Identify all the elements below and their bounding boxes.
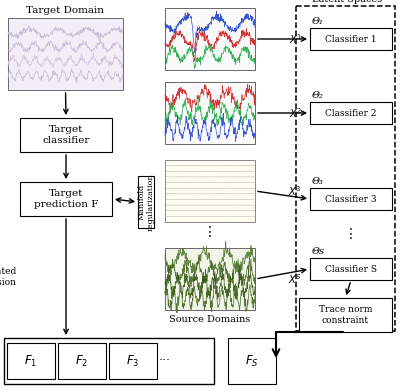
Text: Target
classifier: Target classifier <box>42 125 90 145</box>
Bar <box>165 8 255 70</box>
Text: Θs: Θs <box>312 247 325 256</box>
Bar <box>310 102 392 124</box>
Text: Θ₂: Θ₂ <box>312 91 324 100</box>
Text: Classifier 3: Classifier 3 <box>325 194 377 203</box>
Bar <box>4 338 214 384</box>
Text: Classifier 1: Classifier 1 <box>325 34 377 43</box>
Text: Classifier S: Classifier S <box>325 264 377 273</box>
Bar <box>20 182 112 216</box>
Bar <box>138 176 154 228</box>
Bar <box>109 343 157 379</box>
Text: ⋮: ⋮ <box>203 225 217 239</box>
Bar <box>7 343 55 379</box>
Text: Target Domain: Target Domain <box>26 6 104 15</box>
Text: $X^{S}$: $X^{S}$ <box>288 272 302 286</box>
Bar <box>310 28 392 50</box>
Bar <box>165 248 255 310</box>
Bar <box>165 160 255 222</box>
Text: $X^2$: $X^2$ <box>288 106 302 120</box>
Text: Manifold
regularization: Manifold regularization <box>138 173 154 231</box>
Bar <box>228 338 276 384</box>
Text: $F_3$: $F_3$ <box>126 353 140 369</box>
Text: Trace norm
constraint: Trace norm constraint <box>319 305 372 325</box>
Text: Latent Spaces: Latent Spaces <box>312 0 383 4</box>
Bar <box>58 343 106 379</box>
Text: ···: ··· <box>159 355 171 368</box>
Text: $F_1$: $F_1$ <box>24 353 38 369</box>
Text: Target
prediction F: Target prediction F <box>34 189 98 209</box>
Bar <box>165 82 255 144</box>
Text: $F_S$: $F_S$ <box>245 353 259 369</box>
Text: Θ₃: Θ₃ <box>312 177 324 186</box>
Text: ⋮: ⋮ <box>344 227 358 241</box>
Text: $X^1$: $X^1$ <box>288 32 302 46</box>
Text: Θ₁: Θ₁ <box>312 17 324 26</box>
Bar <box>296 6 395 331</box>
Bar <box>8 18 123 90</box>
Text: Weighted
fusion: Weighted fusion <box>0 267 17 287</box>
Bar <box>310 188 392 210</box>
Bar <box>310 258 392 280</box>
Bar <box>20 118 112 152</box>
Text: $F_2$: $F_2$ <box>76 353 88 369</box>
Text: $X^3$: $X^3$ <box>288 184 302 198</box>
Bar <box>299 298 392 332</box>
Text: Classifier 2: Classifier 2 <box>325 108 377 118</box>
Text: Source Domains: Source Domains <box>169 315 251 324</box>
